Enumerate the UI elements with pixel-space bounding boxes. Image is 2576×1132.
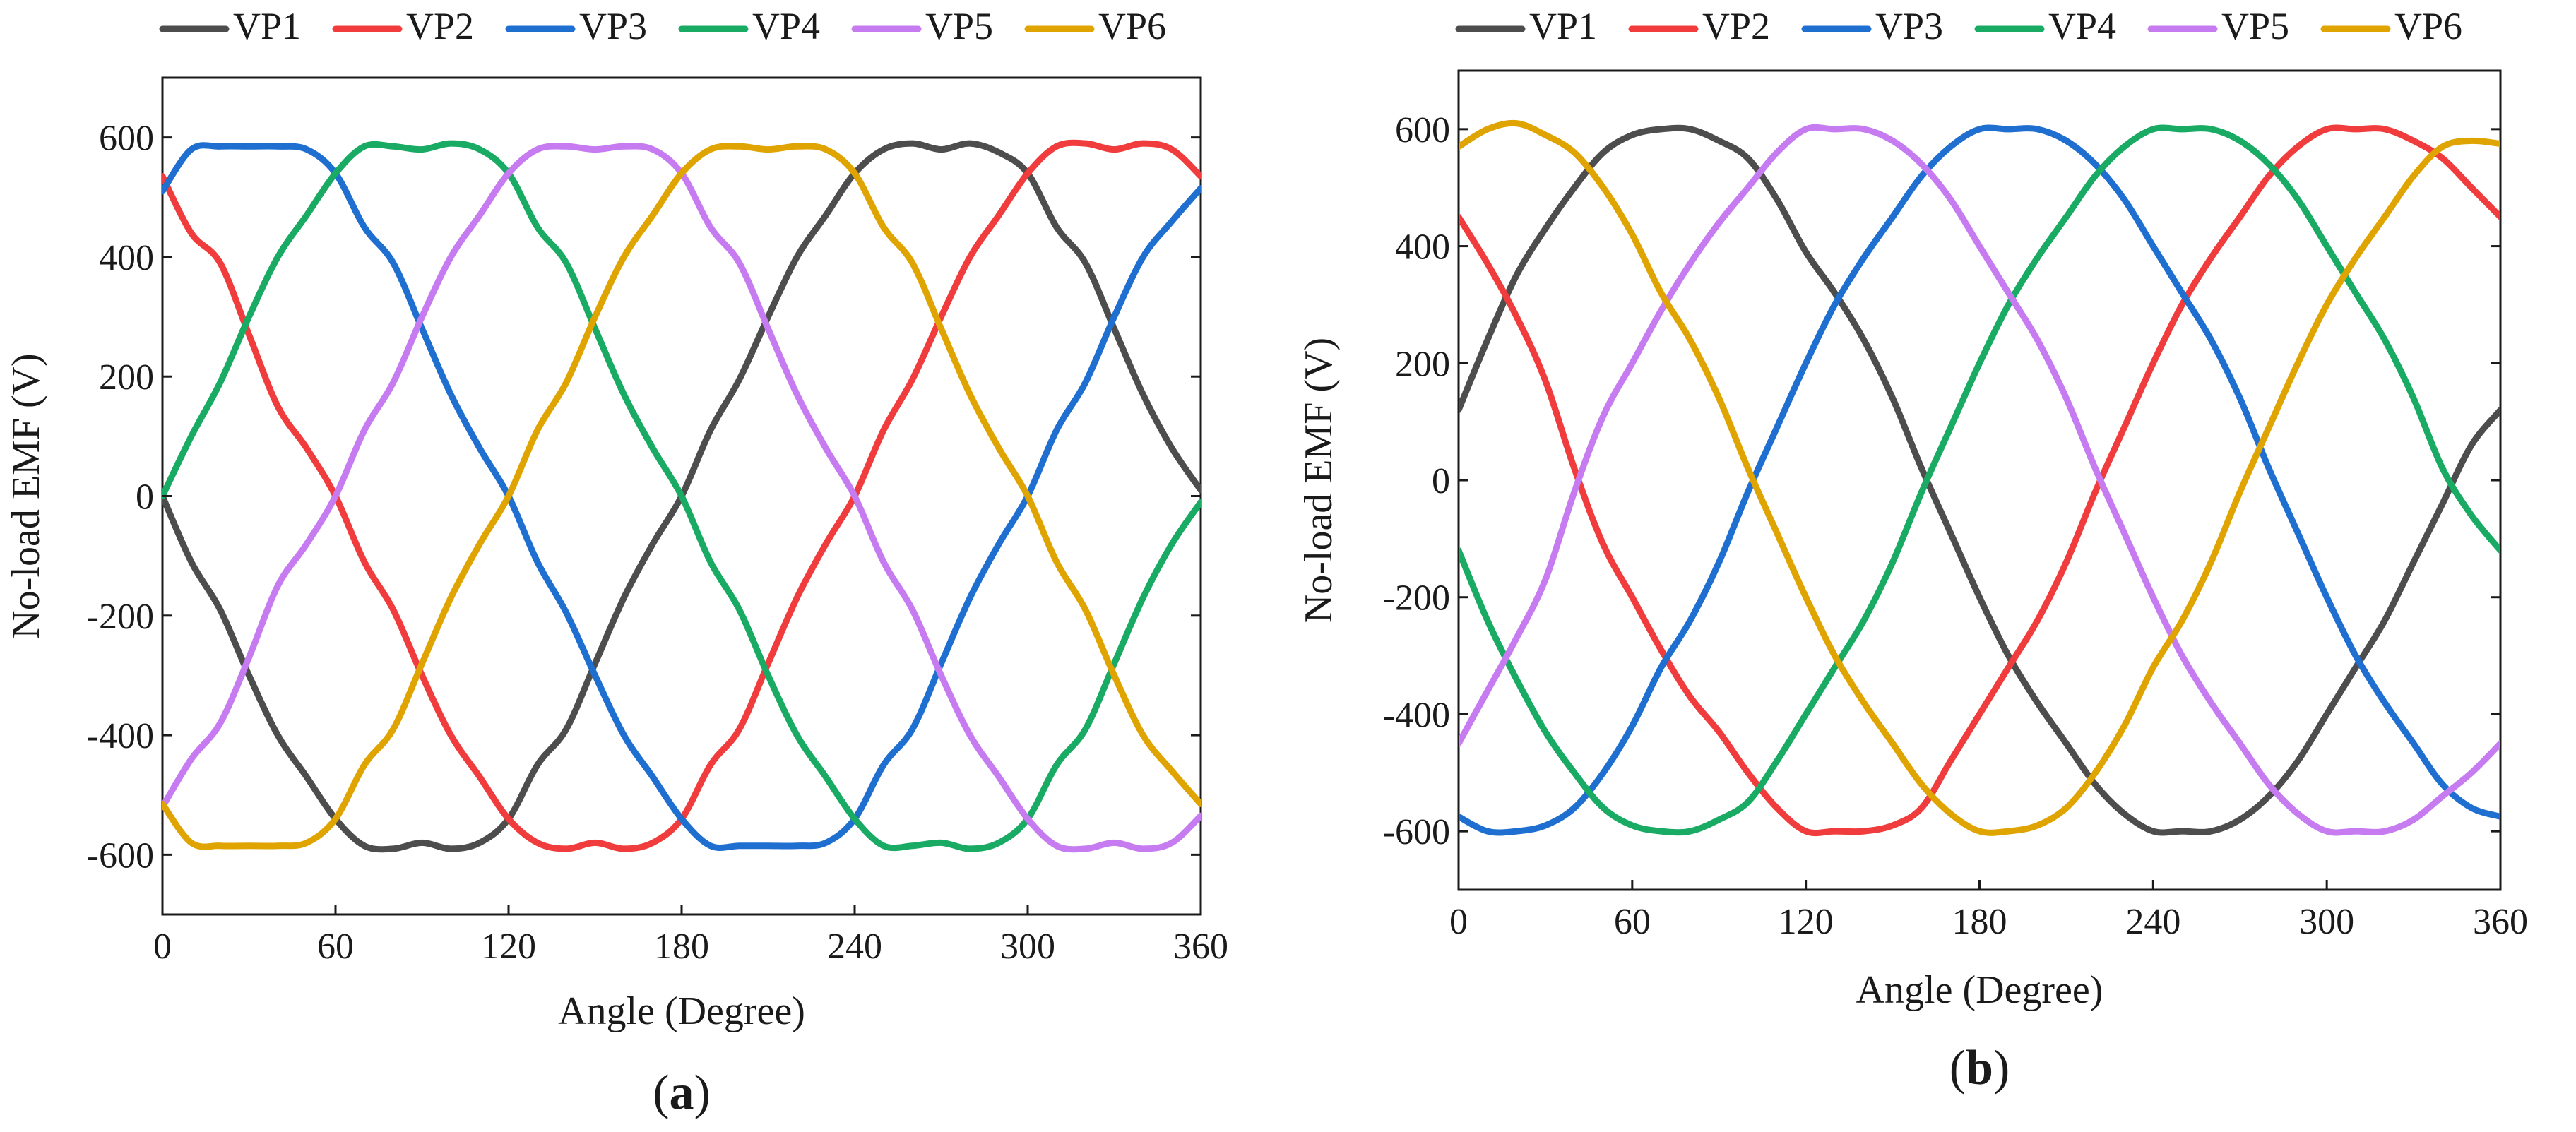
y-tick-label: 600 <box>1395 110 1450 150</box>
y-tick-label: 200 <box>1395 344 1450 384</box>
x-tick-label: 180 <box>654 927 709 967</box>
x-tick-label: 0 <box>153 927 172 967</box>
y-tick-label: 0 <box>136 477 154 518</box>
legend-label-vp6: VP6 <box>2394 5 2462 47</box>
panel-label-letter: a <box>670 1066 694 1120</box>
x-tick-label: 60 <box>317 927 354 967</box>
y-tick-label: -400 <box>1383 695 1450 735</box>
series-line-vp4 <box>1459 124 2500 836</box>
y-tick-label: -400 <box>87 716 154 756</box>
series-line-vp6 <box>1459 119 2500 836</box>
series-line-vp5 <box>1459 124 2500 836</box>
legend: VP1 VP2 VP3 VP4 VP5 VP6 <box>159 5 1166 47</box>
series-line-vp3 <box>162 142 1201 851</box>
series-line-vp4 <box>162 140 1201 852</box>
series-line-vp1 <box>1459 124 2500 836</box>
x-tick-label: 0 <box>1449 902 1468 942</box>
series-line-vp2 <box>1459 124 2500 837</box>
y-axis-title: No-load EMF (V) <box>1297 338 1341 623</box>
legend-label-vp4: VP4 <box>2048 5 2116 47</box>
legend-label-vp2: VP2 <box>406 5 474 47</box>
panel-label-open: ( <box>653 1066 669 1120</box>
legend-label-vp3: VP3 <box>1875 5 1943 47</box>
panel-b: 0 60 120 180 240 300 360 -600 -400 -200 0 200 400 600… <box>1297 5 2528 1095</box>
x-tick-label: 60 <box>1614 902 1651 942</box>
series-line-vp6 <box>162 143 1201 850</box>
legend-label-vp6: VP6 <box>1098 5 1166 47</box>
panel-label: (b) <box>1949 1041 2010 1095</box>
y-tick-label: 400 <box>1395 227 1450 268</box>
panel-label: (a) <box>653 1066 711 1120</box>
x-tick-label: 240 <box>2125 902 2180 942</box>
x-tick-label: 120 <box>481 927 536 967</box>
plot-frame <box>1457 69 2502 891</box>
y-tick-label: 600 <box>99 119 154 159</box>
x-tick-label: 120 <box>1779 902 1834 942</box>
panel-label-open: ( <box>1949 1041 1966 1095</box>
x-tick-label: 360 <box>1173 927 1228 967</box>
legend-label-vp5: VP5 <box>2221 5 2289 47</box>
y-tick-label: -200 <box>1383 578 1450 619</box>
x-tick-label: 360 <box>2473 902 2528 942</box>
y-tick-label: 0 <box>1432 461 1450 501</box>
series-line-vp3 <box>1459 124 2500 836</box>
legend-label-vp5: VP5 <box>925 5 993 47</box>
y-tick-label: -600 <box>1383 812 1450 852</box>
y-tick-label: -200 <box>87 597 154 637</box>
legend-label-vp4: VP4 <box>752 5 820 47</box>
x-tick-label: 240 <box>827 927 882 967</box>
panel-label-close: ) <box>1993 1041 2010 1095</box>
y-tick-label: 200 <box>99 357 154 398</box>
series-lines <box>1459 119 2500 837</box>
panel-label-letter: b <box>1966 1041 1993 1095</box>
y-tick-label: -600 <box>87 835 154 876</box>
legend-label-vp2: VP2 <box>1702 5 1770 47</box>
x-tick-label: 180 <box>1952 902 2007 942</box>
panel-a: 0 60 120 180 240 300 360 -600 -400 -200 0 200 400 600… <box>4 5 1228 1120</box>
x-tick-label: 300 <box>1000 927 1055 967</box>
x-tick-label: 300 <box>2299 902 2354 942</box>
y-tick-label: 400 <box>99 238 154 278</box>
legend-label-vp3: VP3 <box>579 5 647 47</box>
x-axis-title: Angle (Degree) <box>1856 968 2103 1012</box>
panel-label-close: ) <box>694 1066 711 1120</box>
legend: VP1 VP2 VP3 VP4 VP5 VP6 <box>1455 5 2462 47</box>
legend-label-vp1: VP1 <box>1529 5 1597 47</box>
series-lines <box>162 139 1201 853</box>
y-axis-title: No-load EMF (V) <box>4 353 48 638</box>
x-axis-title: Angle (Degree) <box>558 989 805 1033</box>
legend-label-vp1: VP1 <box>233 5 301 47</box>
